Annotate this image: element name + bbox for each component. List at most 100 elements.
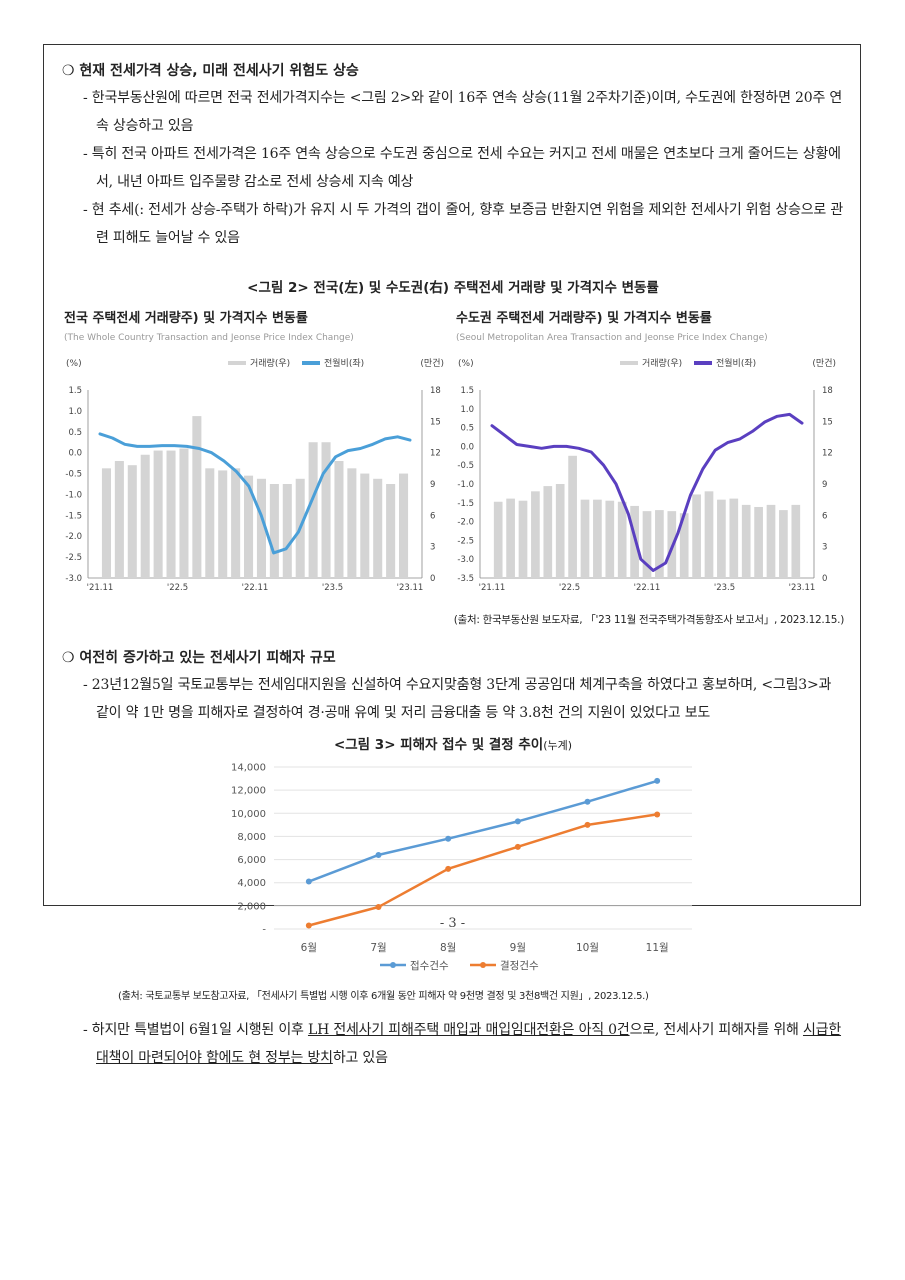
- metro-yleft-tick: 1.5: [460, 386, 474, 396]
- victims-point-0: [514, 818, 521, 825]
- metro-yleft-tick: -1.5: [457, 499, 474, 509]
- nationwide-bar: [256, 478, 266, 578]
- nationwide-x-tick: '23.5: [322, 583, 343, 593]
- nationwide-bar: [334, 461, 344, 578]
- figure2-source: (출처: 한국부동산원 보도자료, 「'23 11월 전국주택가격동향조사 보고…: [453, 614, 845, 626]
- metro-bar: [717, 499, 726, 578]
- bullet-price-index: - 한국부동산원에 따르면 전국 전세가격지수는 <그림 2>와 같이 16주 …: [83, 90, 843, 134]
- metro-bar: [704, 491, 714, 578]
- nationwide-bar: [205, 468, 215, 578]
- bullet-lh-underline2: 시급한 대책이 마련되어야 함에도 현 정부는 방치: [96, 1022, 842, 1066]
- page-number: - 3 -: [439, 916, 466, 931]
- metro-yleft-tick: -2.5: [457, 536, 474, 546]
- victims-x-tick: 9월: [510, 942, 526, 954]
- figure3-title-suffix: (누계): [543, 739, 573, 752]
- metro-bar: [741, 504, 751, 578]
- victims-x-tick: 10월: [576, 942, 599, 954]
- nationwide-left-unit: (%): [66, 359, 82, 369]
- metro-bar: [729, 498, 739, 578]
- metro-legend-line-swatch: [694, 361, 712, 365]
- nationwide-bar: [166, 450, 176, 578]
- metro-yleft-tick: 0.0: [460, 442, 474, 452]
- victims-x-tick: 8월: [440, 942, 456, 954]
- nationwide-bar: [179, 448, 189, 578]
- metro-yleft-tick: -3.5: [457, 574, 474, 584]
- metro-bar: [568, 455, 577, 578]
- nationwide-yleft-tick: -0.5: [65, 470, 82, 480]
- nationwide-bar: [244, 475, 254, 578]
- metro-yright-tick: 9: [822, 480, 827, 490]
- metro-yleft-tick: -1.0: [457, 480, 474, 490]
- bullet-lh-text1: - 하지만 특별법이 6월1일 시행된 이후: [83, 1022, 308, 1038]
- victims-series-line-1: [308, 813, 658, 927]
- nationwide-x-tick: '22.5: [167, 583, 188, 593]
- victims-series-line-0: [308, 779, 658, 883]
- nationwide-yright-tick: 18: [430, 386, 441, 396]
- victims-point-1: [445, 865, 452, 872]
- nationwide-legend-line-swatch: [302, 361, 320, 365]
- metro-line-series: [490, 412, 804, 572]
- chart-metropolitan: 수도권 주택전세 거래량주) 및 가격지수 변동률 (Seoul Metropol…: [456, 310, 836, 593]
- bullet-lh-zero: - 하지만 특별법이 6월1일 시행된 이후 LH 전세사기 피해주택 매입과 …: [62, 1016, 844, 1072]
- nationwide-bar: [192, 416, 202, 578]
- victims-x-tick: 7월: [370, 942, 386, 954]
- victims-y-tick: 2,000: [237, 901, 266, 912]
- section-title-jeonse-rise: ❍ 현재 전세가격 상승, 미래 전세사기 위험도 상승: [62, 63, 359, 79]
- nationwide-yleft-tick: -2.5: [65, 553, 82, 563]
- nationwide-bar: [321, 442, 331, 578]
- metro-bar: [531, 491, 540, 578]
- metro-bar: [655, 510, 664, 578]
- victims-point-1: [514, 843, 521, 850]
- metro-right-unit: (만건): [812, 358, 836, 369]
- metro-title: 수도권 주택전세 거래량주) 및 가격지수 변동률: [456, 310, 712, 326]
- metro-x-tick: '23.5: [714, 583, 735, 593]
- victims-y-tick: 4,000: [237, 878, 266, 889]
- metro-yleft-tick: -2.0: [457, 518, 474, 528]
- nationwide-yleft-tick: 0.5: [68, 428, 82, 438]
- chart-victims: 14,000 12,000 10,000 8,000 6,000 4,000 2,000 - 6…: [231, 763, 692, 972]
- metro-yright-tick: 15: [822, 417, 833, 427]
- victims-y-tick: -: [262, 925, 266, 936]
- nationwide-bar: [114, 461, 124, 578]
- victims-point-0: [305, 878, 312, 885]
- nationwide-yleft-tick: 1.5: [68, 386, 82, 396]
- victims-legend-label-1: 결정건수: [500, 960, 539, 972]
- nationwide-yleft-tick: -2.0: [65, 532, 82, 542]
- victims-x-tick: 11월: [646, 942, 669, 954]
- nationwide-yleft-tick: 0.0: [68, 449, 82, 459]
- metro-yleft-tick: -0.5: [457, 461, 474, 471]
- bullet-trend-risk: - 현 추세(: 전세가 상승-주택가 하락)가 유지 시 두 가격의 갭이 줄…: [83, 202, 844, 246]
- metro-yright-tick: 18: [822, 386, 833, 396]
- nationwide-subtitle: (The Whole Country Transaction and Jeons…: [64, 333, 354, 343]
- nationwide-title: 전국 주택전세 거래량주) 및 가격지수 변동률: [64, 310, 308, 326]
- chart-nationwide: 전국 주택전세 거래량주) 및 가격지수 변동률 (The Whole Count…: [64, 310, 444, 593]
- nationwide-x-tick: '23.11: [397, 583, 424, 593]
- nationwide-bar: [308, 442, 318, 578]
- nationwide-bar: [218, 470, 228, 578]
- victims-legend-marker-1: [480, 962, 486, 968]
- victims-point-1: [654, 811, 661, 818]
- nationwide-yright-tick: 15: [430, 417, 441, 427]
- metro-bar: [555, 484, 565, 578]
- metro-bar: [692, 494, 701, 578]
- nationwide-bar: [347, 468, 357, 578]
- bullet-lh-underline1: LH 전세사기 피해주택 매입과 매입임대전환은 아직 0건: [307, 1022, 630, 1038]
- metro-x-tick: '23.11: [789, 583, 816, 593]
- nationwide-bar: [269, 484, 279, 578]
- metro-legend-bar-label: 거래량(우): [642, 357, 682, 369]
- metro-bar: [518, 500, 528, 578]
- victims-y-tick: 12,000: [231, 786, 266, 797]
- nationwide-line-series: [98, 432, 412, 555]
- nationwide-bar: [399, 473, 409, 578]
- metro-bar: [642, 511, 652, 578]
- figure2-title: <그림 2> 전국(左) 및 수도권(右) 주택전세 거래량 및 가격지수 변동…: [247, 280, 659, 296]
- nationwide-bar: [231, 468, 241, 578]
- figure3-title: <그림 3> 피해자 접수 및 결정 추이(누계): [62, 733, 844, 753]
- metro-yleft-tick: -3.0: [457, 555, 474, 565]
- metro-bar: [766, 504, 776, 578]
- figure2-charts: 전국 주택전세 거래량주) 및 가격지수 변동률 (The Whole Count…: [62, 300, 844, 610]
- metro-bar: [493, 501, 503, 578]
- metro-bar: [679, 513, 689, 578]
- nationwide-yright-tick: 9: [430, 480, 435, 490]
- nationwide-x-tick: '22.11: [242, 583, 269, 593]
